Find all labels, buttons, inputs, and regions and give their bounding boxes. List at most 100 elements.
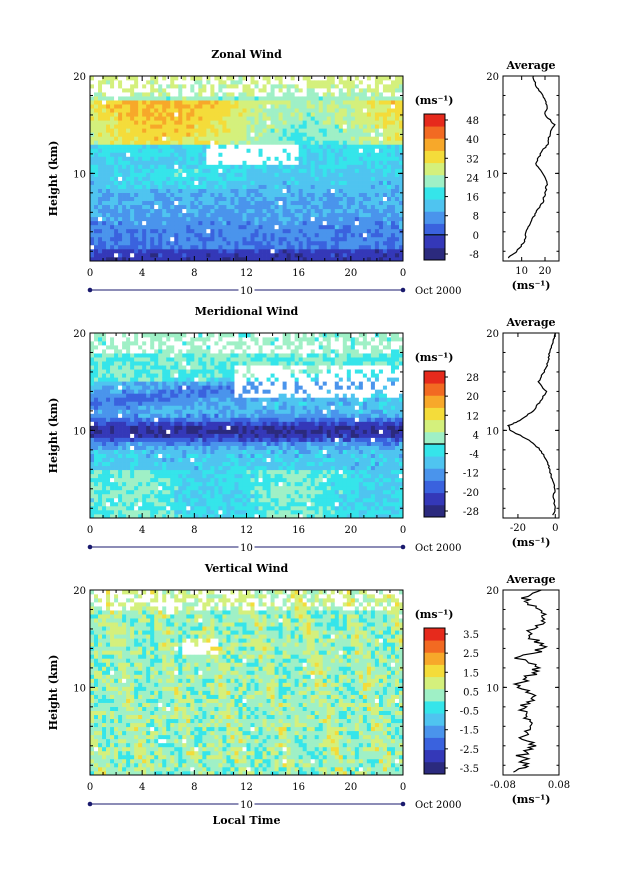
heatmap-cell — [178, 417, 183, 422]
heatmap-cell — [242, 240, 247, 246]
heatmap-cell — [130, 341, 135, 346]
heatmap-cell — [146, 333, 151, 338]
heatmap-cell — [142, 148, 147, 153]
heatmap-cell — [350, 132, 356, 137]
heatmap-cell — [170, 104, 175, 109]
heatmap-cell — [194, 461, 199, 467]
heatmap-cell — [234, 136, 239, 141]
heatmap-cell — [162, 405, 167, 410]
heatmap-cell — [122, 497, 127, 503]
heatmap-cell — [282, 88, 287, 93]
heatmap-cell — [226, 144, 231, 149]
heatmap-cell — [222, 84, 227, 89]
heatmap-cell — [142, 104, 147, 109]
heatmap-cell — [334, 92, 340, 97]
heatmap-cell — [146, 80, 151, 85]
heatmap-cell — [390, 208, 396, 214]
heatmap-cell — [250, 140, 255, 145]
heatmap-cell — [118, 389, 123, 394]
colorbar-swatch — [424, 223, 445, 237]
heatmap-cell — [174, 192, 179, 197]
heatmap-cell — [294, 184, 300, 189]
heatmap-cell — [134, 164, 139, 169]
heatmap-cell — [338, 240, 344, 246]
heatmap-cell — [198, 148, 203, 153]
heatmap-cell — [302, 216, 308, 222]
heatmap-cell — [138, 393, 143, 398]
heatmap-cell — [286, 132, 291, 137]
heatmap-cell — [342, 196, 348, 202]
heatmap-cell — [114, 353, 119, 358]
heatmap-cell — [318, 136, 324, 141]
heatmap-cell — [194, 168, 199, 173]
heatmap-cell — [174, 132, 179, 137]
heatmap-cell — [182, 120, 187, 125]
heatmap-cell — [254, 172, 259, 177]
heatmap-cell — [162, 80, 167, 85]
heatmap-cell — [394, 108, 400, 113]
heatmap-cell — [182, 349, 187, 354]
heatmap-cell — [206, 88, 211, 93]
heatmap-cell — [298, 196, 304, 202]
heatmap-cell — [358, 208, 364, 214]
heatmap-cell — [174, 413, 179, 418]
heatmap-cell — [370, 128, 376, 133]
heatmap-cell — [162, 164, 167, 169]
heatmap-cell — [126, 349, 131, 354]
heatmap-cell — [186, 224, 191, 230]
heatmap-cell — [150, 489, 155, 495]
heatmap-cell — [238, 184, 243, 189]
heatmap-cell — [150, 160, 155, 165]
colorbar-tick-label: 8 — [473, 212, 479, 223]
heatmap-cell — [394, 232, 400, 238]
heatmap-cell — [326, 108, 332, 113]
heatmap-cell — [234, 156, 239, 161]
heatmap-cell — [390, 200, 396, 206]
heatmap-cell — [90, 385, 95, 390]
heatmap-cell — [118, 252, 123, 258]
heatmap-cell — [162, 236, 167, 242]
heatmap-cell — [162, 208, 167, 214]
heatmap-cell — [170, 433, 175, 438]
heatmap-cell — [194, 473, 199, 479]
heatmap-cell — [386, 96, 392, 101]
heatmap-cell — [298, 80, 304, 85]
heatmap-cell — [354, 224, 360, 230]
heatmap-cell — [362, 112, 368, 117]
heatmap-cell — [90, 493, 95, 499]
heatmap-cell — [334, 112, 340, 117]
heatmap-cell — [314, 164, 320, 169]
heatmap-cell — [174, 357, 179, 362]
heatmap-cell — [222, 88, 227, 93]
heatmap-cell — [178, 220, 183, 226]
heatmap-cell — [166, 216, 171, 222]
heatmap-cell — [138, 341, 143, 346]
heatmap-cell — [154, 212, 159, 218]
heatmap-cell — [90, 497, 95, 503]
heatmap-cell — [114, 96, 119, 101]
heatmap-cell — [206, 164, 211, 169]
heatmap-cell — [110, 244, 115, 250]
heatmap-cell — [334, 104, 340, 109]
heatmap-cell — [130, 140, 135, 145]
heatmap-cell — [378, 108, 384, 113]
heatmap-cell — [202, 120, 207, 125]
heatmap-cell — [126, 469, 131, 475]
heatmap-cell — [274, 180, 279, 185]
heatmap-cell — [142, 425, 147, 430]
heatmap-cell — [186, 112, 191, 117]
heatmap-cell — [118, 341, 123, 346]
heatmap-cell — [158, 256, 163, 262]
heatmap-cell — [110, 200, 115, 206]
heatmap-cell — [134, 501, 139, 507]
heatmap-cell — [326, 180, 332, 185]
heatmap-cell — [258, 80, 263, 85]
heatmap-cell — [246, 232, 251, 238]
heatmap-cell — [146, 120, 151, 125]
heatmap-cell — [234, 172, 239, 177]
heatmap-cell — [254, 84, 259, 89]
heatmap-cell — [366, 156, 372, 161]
heatmap-cell — [398, 228, 404, 234]
heatmap-cell — [346, 212, 352, 218]
heatmap-cell — [130, 100, 135, 105]
